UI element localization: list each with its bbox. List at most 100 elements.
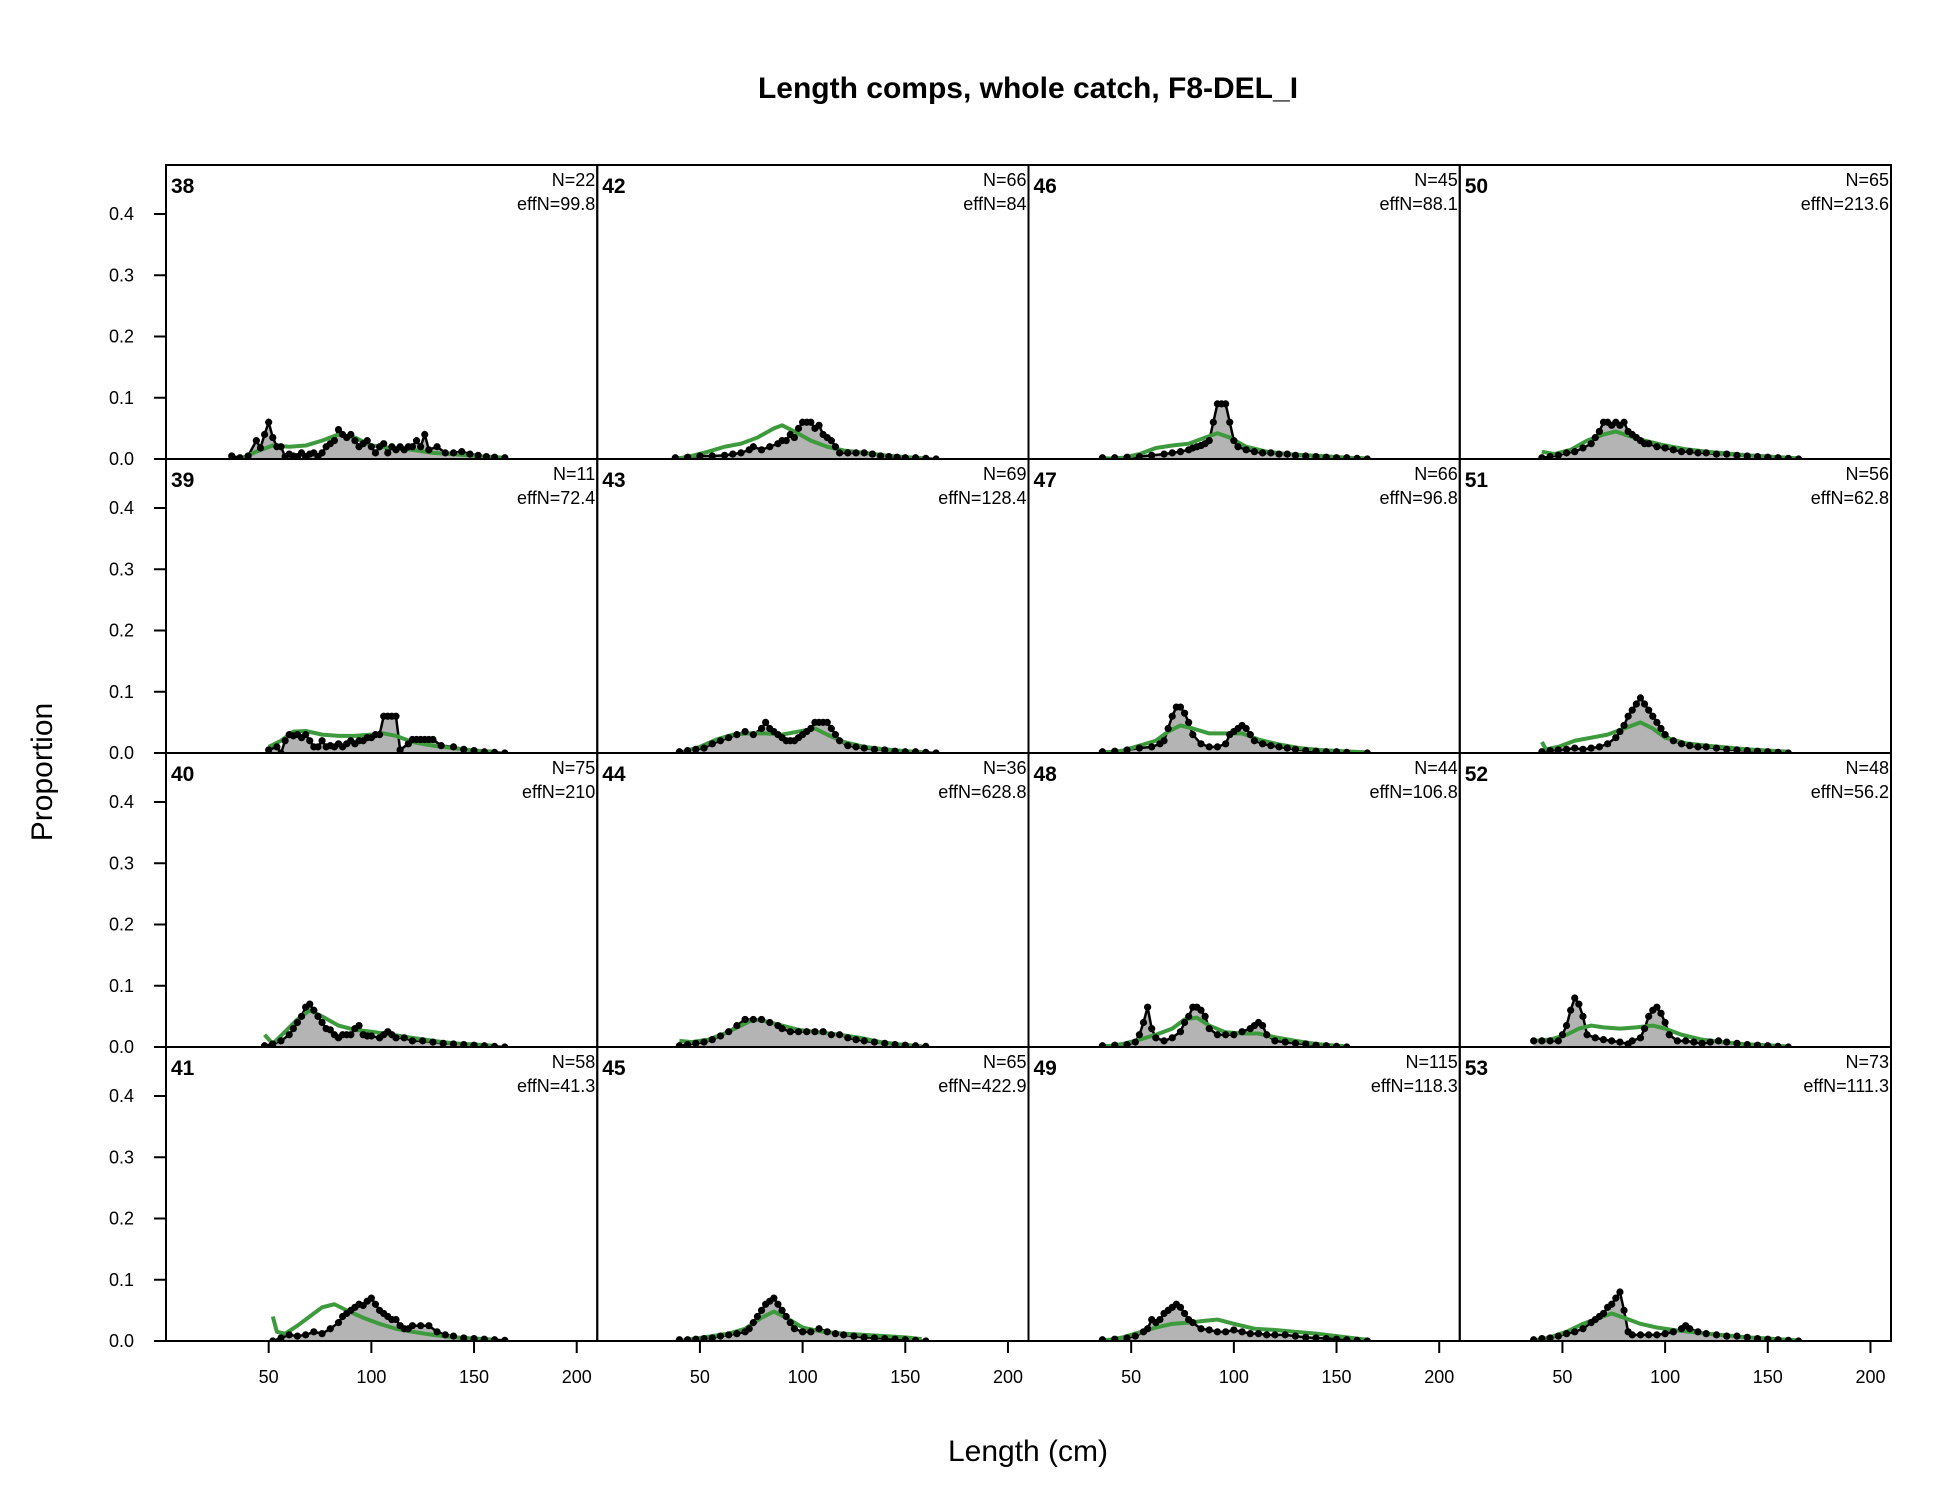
observed-point <box>737 449 745 457</box>
observed-point <box>1238 1028 1246 1036</box>
observed-point <box>470 1334 478 1341</box>
x-tick-label: 50 <box>1552 1367 1572 1387</box>
observed-point <box>1764 1335 1772 1341</box>
observed-point <box>1197 740 1205 748</box>
observed-point <box>870 1038 879 1046</box>
panel-43: 43 N=69 effN=128.4 <box>596 458 1030 754</box>
observed-point <box>1774 454 1782 459</box>
observed-point <box>708 740 716 748</box>
observed-point <box>1702 743 1710 751</box>
observed-point <box>460 745 468 753</box>
observed-point <box>1230 437 1238 445</box>
observed-point <box>1628 706 1636 714</box>
observed-point <box>778 1306 786 1314</box>
observed-point <box>1353 1336 1361 1341</box>
observed-point <box>1343 454 1351 459</box>
observed-point <box>1579 745 1587 753</box>
observed-point <box>1554 1332 1562 1340</box>
panel-n: N=65 <box>983 1052 1027 1072</box>
panel-effn: effN=84 <box>963 194 1026 214</box>
y-tick-label: 0.4 <box>109 792 134 812</box>
observed-point <box>831 443 840 451</box>
observed-point <box>1530 1336 1538 1341</box>
observed-point <box>1209 418 1217 426</box>
observed-point <box>419 1037 427 1045</box>
panel-plot-area <box>1459 1288 1891 1341</box>
observed-point <box>819 1028 827 1036</box>
observed-point <box>1743 1040 1751 1047</box>
observed-point <box>1562 1330 1571 1338</box>
observed-point <box>293 1018 302 1027</box>
x-tick-label: 100 <box>356 1367 386 1387</box>
panel-n: N=56 <box>1845 464 1889 484</box>
observed-point <box>1160 737 1168 745</box>
panel-52: 52 N=48 effN=56.2 <box>1458 752 1892 1048</box>
panel-label: 40 <box>171 763 194 786</box>
observed-point <box>1168 1034 1176 1042</box>
observed-point <box>1242 724 1250 733</box>
observed-point <box>1774 1042 1782 1047</box>
observed-point <box>490 748 499 753</box>
observed-point <box>708 1334 716 1341</box>
observed-point <box>1733 451 1741 459</box>
panel-49: 49 N=115 effN=118.3 50 100 150 200 <box>1027 1046 1461 1387</box>
observed-point <box>1624 712 1632 720</box>
observed-point <box>1322 1042 1330 1047</box>
observed-point <box>1222 1031 1230 1039</box>
observed-point <box>733 1021 741 1030</box>
observed-point <box>1312 1334 1320 1341</box>
observed-point <box>1546 452 1554 459</box>
observed-point <box>1571 1328 1579 1336</box>
observed-point <box>1595 427 1603 436</box>
observed-point <box>1267 742 1275 750</box>
observed-point <box>355 1021 363 1030</box>
observed-point <box>901 1041 909 1047</box>
observed-point <box>1222 1328 1230 1336</box>
observed-point <box>260 1042 269 1047</box>
observed-point <box>1640 700 1649 708</box>
observed-point <box>1131 1332 1139 1340</box>
panel-n: N=22 <box>552 170 596 190</box>
observed-point <box>470 1041 478 1047</box>
observed-point <box>1632 700 1640 708</box>
x-tick-label: 200 <box>562 1367 592 1387</box>
observed-point <box>289 1025 297 1033</box>
observed-point <box>893 453 901 459</box>
observed-point <box>1653 1003 1661 1011</box>
panel-39: 39 N=11 effN=72.4 0.0 0.1 0.2 0.3 0.4 <box>109 458 599 763</box>
observed-point <box>794 1028 803 1036</box>
observed-point <box>901 748 909 753</box>
observed-point <box>1743 452 1751 459</box>
observed-point <box>252 437 260 445</box>
panel-44: 44 N=36 effN=628.8 <box>596 752 1030 1048</box>
observed-point <box>1723 1038 1731 1046</box>
panel-plot-area <box>166 712 598 753</box>
observed-point <box>1636 1034 1645 1042</box>
y-tick-label: 0.2 <box>109 621 134 641</box>
observed-point <box>1123 1334 1131 1341</box>
observed-point <box>749 1015 757 1024</box>
observed-point <box>1661 444 1669 452</box>
observed-point <box>1653 718 1661 726</box>
panel-label: 50 <box>1465 175 1488 198</box>
observed-point <box>922 748 930 753</box>
observed-point <box>1653 443 1661 451</box>
observed-point <box>480 1042 488 1047</box>
observed-point <box>1677 740 1686 748</box>
y-tick-label: 0.4 <box>109 498 134 518</box>
observed-point <box>1616 1038 1624 1046</box>
observed-point <box>1189 1319 1197 1327</box>
x-tick-label: 50 <box>259 1367 279 1387</box>
observed-point <box>1661 731 1669 739</box>
observed-point <box>490 453 499 459</box>
observed-point <box>844 1034 852 1042</box>
observed-point <box>1164 724 1172 733</box>
observed-point <box>297 1012 306 1020</box>
observed-point <box>273 743 281 751</box>
observed-point <box>1312 747 1320 753</box>
observed-point <box>371 1300 380 1308</box>
observed-point <box>1250 448 1258 456</box>
observed-point <box>490 1042 499 1047</box>
observed-point <box>400 1034 408 1042</box>
observed-point <box>807 418 815 426</box>
